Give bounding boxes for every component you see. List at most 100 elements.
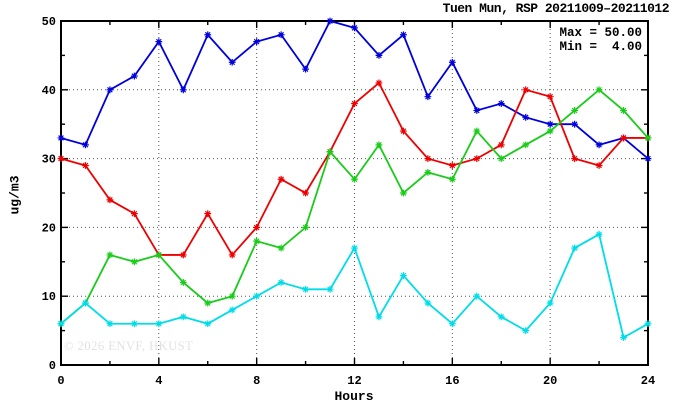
marker-cyan bbox=[204, 320, 212, 328]
marker-red bbox=[473, 155, 481, 162]
x-tick-label: 4 bbox=[155, 374, 162, 388]
x-tick-label: 16 bbox=[445, 374, 459, 388]
marker-green bbox=[326, 148, 334, 156]
marker-cyan bbox=[620, 334, 627, 341]
marker-red bbox=[522, 86, 530, 94]
marker-blue bbox=[595, 141, 603, 149]
marker-cyan bbox=[228, 306, 236, 314]
marker-green bbox=[302, 224, 309, 231]
marker-red bbox=[351, 100, 358, 107]
y-tick-label: 50 bbox=[42, 15, 56, 29]
marker-green bbox=[546, 127, 554, 135]
marker-cyan bbox=[473, 292, 481, 300]
marker-red bbox=[400, 127, 407, 135]
marker-blue bbox=[351, 24, 358, 32]
marker-green bbox=[473, 127, 481, 135]
marker-red bbox=[375, 79, 383, 87]
marker-red bbox=[82, 162, 89, 169]
marker-blue bbox=[522, 113, 530, 121]
marker-green bbox=[351, 175, 358, 183]
marker-red bbox=[204, 210, 212, 218]
marker-cyan bbox=[253, 292, 261, 300]
marker-cyan bbox=[302, 285, 309, 293]
marker-red bbox=[277, 175, 285, 183]
marker-green bbox=[644, 134, 652, 142]
marker-blue bbox=[571, 120, 579, 128]
marker-green bbox=[620, 107, 627, 114]
marker-blue bbox=[228, 58, 236, 66]
marker-cyan bbox=[595, 230, 603, 238]
marker-green bbox=[228, 292, 236, 300]
marker-cyan bbox=[571, 244, 579, 252]
marker-green bbox=[130, 258, 138, 266]
x-tick-label: 8 bbox=[253, 374, 260, 388]
y-axis-label: ug/m3 bbox=[7, 175, 23, 215]
marker-green bbox=[375, 141, 383, 149]
y-tick-label: 0 bbox=[49, 359, 56, 373]
max-annotation: Max = 50.00 bbox=[559, 26, 642, 40]
marker-red bbox=[424, 155, 432, 162]
x-tick-label: 24 bbox=[641, 374, 655, 388]
marker-blue bbox=[179, 86, 187, 94]
marker-blue bbox=[155, 38, 163, 46]
marker-green bbox=[155, 251, 163, 259]
marker-cyan bbox=[546, 299, 554, 307]
x-tick-label: 20 bbox=[543, 374, 557, 388]
marker-blue bbox=[106, 86, 114, 94]
marker-green bbox=[400, 189, 407, 197]
marker-blue bbox=[400, 31, 407, 39]
marker-blue bbox=[424, 93, 432, 101]
y-tick-label: 20 bbox=[42, 221, 56, 235]
marker-green bbox=[448, 175, 456, 183]
marker-blue bbox=[326, 17, 334, 25]
marker-blue bbox=[253, 38, 261, 46]
marker-cyan bbox=[155, 320, 163, 328]
min-annotation: Min = 4.00 bbox=[559, 40, 642, 54]
plot-border bbox=[60, 20, 649, 366]
marker-green bbox=[277, 244, 285, 252]
marker-red bbox=[546, 93, 554, 101]
watermark: © 2026 ENVF, HKUST bbox=[64, 339, 194, 353]
marker-cyan bbox=[424, 299, 432, 307]
chart-title: Tuen Mun, RSP 20211009–20211012 bbox=[442, 1, 670, 16]
marker-green bbox=[497, 155, 505, 162]
marker-cyan bbox=[522, 327, 530, 334]
marker-cyan bbox=[644, 320, 652, 328]
marker-red bbox=[571, 155, 579, 162]
marker-cyan bbox=[106, 320, 114, 328]
marker-cyan bbox=[326, 285, 334, 293]
marker-cyan bbox=[400, 272, 407, 279]
marker-cyan bbox=[448, 320, 456, 328]
marker-green bbox=[522, 141, 530, 149]
marker-green bbox=[204, 299, 212, 307]
marker-cyan bbox=[351, 244, 358, 252]
marker-cyan bbox=[130, 320, 138, 328]
y-tick-label: 40 bbox=[42, 84, 56, 98]
marker-red bbox=[106, 196, 114, 204]
marker-blue bbox=[57, 134, 65, 142]
marker-red bbox=[228, 251, 236, 259]
marker-red bbox=[179, 251, 187, 259]
marker-blue bbox=[448, 58, 456, 66]
marker-blue bbox=[204, 31, 212, 39]
marker-cyan bbox=[57, 320, 65, 328]
marker-blue bbox=[473, 107, 481, 114]
marker-red bbox=[620, 134, 627, 142]
x-tick-label: 0 bbox=[57, 374, 64, 388]
marker-blue bbox=[546, 120, 554, 128]
marker-blue bbox=[277, 31, 285, 39]
marker-cyan bbox=[375, 313, 383, 321]
marker-green bbox=[424, 168, 432, 176]
marker-blue bbox=[302, 65, 309, 73]
x-tick-label: 12 bbox=[347, 374, 361, 388]
marker-blue bbox=[644, 155, 652, 162]
marker-cyan bbox=[277, 279, 285, 286]
max-min-annotation: Max = 50.00 Min = 4.00 bbox=[559, 26, 642, 54]
marker-cyan bbox=[179, 313, 187, 321]
marker-green bbox=[571, 107, 579, 114]
marker-red bbox=[130, 210, 138, 218]
marker-red bbox=[448, 162, 456, 169]
x-axis-label: Hours bbox=[334, 389, 374, 404]
